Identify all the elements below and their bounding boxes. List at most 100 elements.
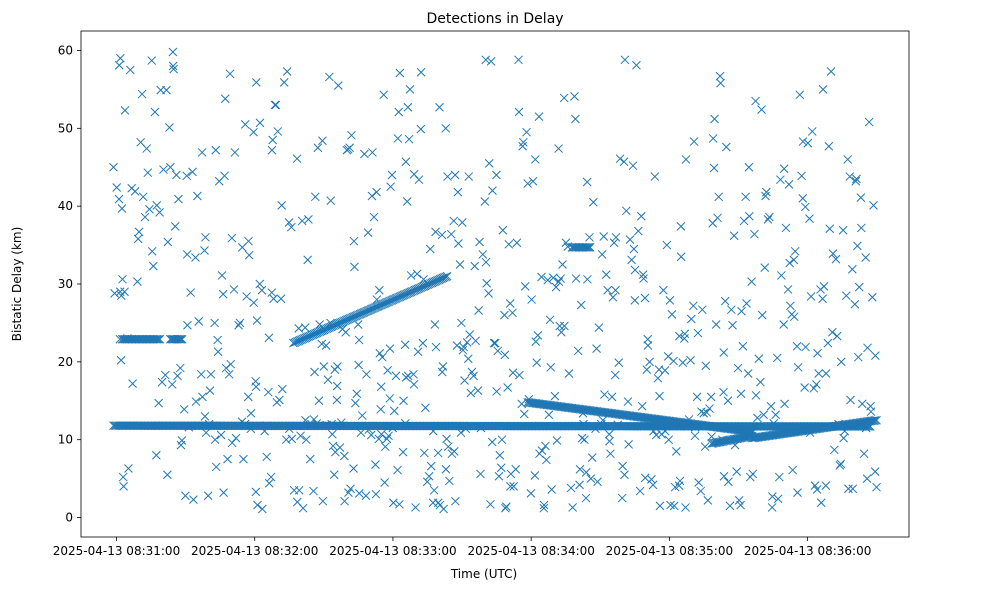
data-point [275, 395, 284, 405]
data-point [170, 222, 180, 231]
data-point [385, 344, 395, 353]
y-tick-label: 40 [58, 199, 73, 213]
data-point [412, 269, 422, 279]
x-tick-label: 2025-04-13 08:33:00 [329, 544, 456, 558]
data-point [845, 172, 855, 181]
data-point [349, 464, 358, 473]
data-point [391, 371, 401, 381]
data-point [484, 158, 494, 168]
data-point [200, 411, 210, 421]
data-point [192, 191, 202, 201]
data-point [576, 300, 586, 310]
data-point [376, 382, 386, 392]
data-point [287, 434, 297, 444]
y-tick-label: 60 [58, 43, 73, 57]
data-point [400, 340, 410, 350]
data-point [854, 282, 864, 292]
data-point [340, 496, 349, 506]
data-point [257, 285, 267, 295]
data-point [425, 244, 435, 254]
data-point [701, 361, 711, 371]
data-point [267, 288, 277, 297]
data-point [460, 376, 469, 385]
data-point [528, 176, 538, 186]
y-tick-label: 50 [58, 121, 73, 135]
data-point [777, 271, 786, 280]
data-point [744, 211, 754, 221]
data-point [832, 331, 842, 341]
data-point [332, 395, 342, 405]
data-point [551, 282, 561, 292]
data-point [286, 222, 296, 232]
data-point [155, 334, 165, 344]
data-point [702, 408, 712, 417]
data-point [163, 237, 173, 247]
data-point [844, 484, 853, 494]
data-point [570, 92, 579, 101]
data-point [785, 301, 795, 311]
data-point [205, 386, 215, 396]
data-point [418, 338, 428, 348]
y-tick-label: 20 [58, 355, 73, 369]
data-point [801, 342, 810, 352]
data-point [172, 170, 181, 180]
data-point [449, 216, 459, 226]
data-point [655, 391, 664, 401]
data-point [494, 471, 504, 481]
data-point [798, 194, 808, 203]
data-point [651, 430, 661, 440]
data-point [154, 398, 163, 408]
data-point [349, 236, 359, 246]
data-point [632, 60, 641, 70]
data-point [606, 449, 615, 459]
data-point [292, 154, 302, 164]
data-point [249, 298, 259, 308]
data-point [270, 100, 280, 110]
data-point [366, 430, 376, 440]
data-point [189, 495, 198, 504]
data-point [836, 459, 846, 469]
data-point [367, 191, 377, 201]
data-point [210, 318, 219, 328]
data-point [173, 371, 182, 381]
data-point [637, 401, 647, 411]
data-point [520, 281, 530, 291]
data-point [711, 320, 721, 329]
data-point [264, 333, 274, 343]
data-point [697, 407, 706, 417]
data-point [197, 148, 207, 157]
data-point [159, 165, 168, 174]
data-point [818, 85, 828, 94]
data-point [870, 467, 880, 476]
data-point [268, 135, 278, 145]
data-point [841, 291, 851, 301]
data-point [689, 301, 698, 311]
data-point [821, 481, 831, 490]
data-point [451, 496, 460, 506]
data-point [243, 392, 253, 402]
data-point [819, 281, 829, 291]
data-point [476, 469, 485, 479]
data-point [627, 255, 636, 265]
data-point [188, 167, 197, 177]
data-point [466, 388, 476, 398]
data-point [797, 171, 806, 181]
data-point [134, 227, 144, 237]
data-point [376, 404, 386, 414]
data-point [863, 343, 872, 353]
data-point [443, 442, 453, 452]
data-point [706, 392, 716, 402]
data-point [138, 192, 148, 202]
data-point [823, 338, 833, 348]
data-point [284, 218, 294, 227]
data-point [124, 464, 133, 473]
data-point [166, 162, 175, 172]
data-point [246, 408, 256, 418]
data-point [462, 338, 472, 347]
data-point [870, 416, 880, 425]
data-point [315, 320, 325, 329]
data-point [345, 143, 354, 153]
data-point [738, 341, 748, 351]
data-point [719, 348, 729, 357]
x-tick-label: 2025-04-13 08:32:00 [191, 544, 318, 558]
